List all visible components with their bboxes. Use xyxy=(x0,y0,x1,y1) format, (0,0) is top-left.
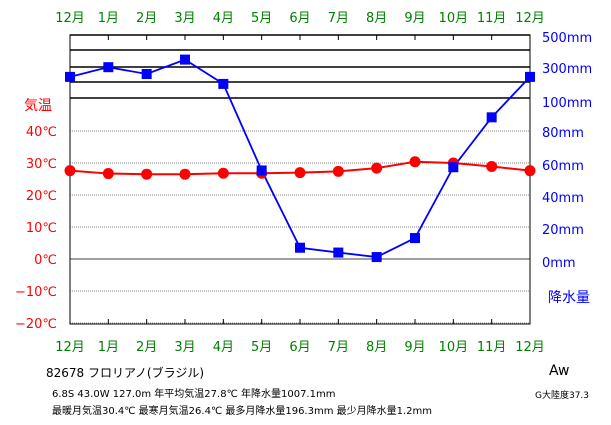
temperature-point xyxy=(409,156,421,168)
station-name: 82678 フロリアノ(ブラジル) xyxy=(46,366,205,380)
month-label-bottom: 12月 xyxy=(55,340,85,355)
precipitation-point xyxy=(141,69,152,79)
month-label-bottom: 12月 xyxy=(515,340,545,355)
temp-tick-label: 0℃ xyxy=(34,253,57,268)
month-label-top: 12月 xyxy=(515,11,545,26)
month-label-bottom: 11月 xyxy=(477,340,507,355)
plot-frame xyxy=(69,34,531,325)
month-label-top: 9月 xyxy=(404,11,425,26)
temperature-point xyxy=(217,167,229,179)
month-label-bottom: 2月 xyxy=(136,340,157,355)
climate-code: Aw xyxy=(549,363,570,379)
station-coords: 6.8S 43.0W 127.0m 年平均気温27.8℃ 年降水量1007.1m… xyxy=(52,389,336,400)
temp-tick-label: 40℃ xyxy=(26,125,57,140)
month-label-bottom: 7月 xyxy=(328,340,349,355)
month-label-top: 10月 xyxy=(439,11,469,26)
month-label-bottom: 9月 xyxy=(404,340,425,355)
precipitation-point xyxy=(448,162,459,173)
precip-tick-label: 100mm xyxy=(542,96,592,111)
month-label-top: 2月 xyxy=(136,11,157,26)
precip-tick-label: 40mm xyxy=(542,191,584,206)
precip-tick-label: 80mm xyxy=(542,126,584,141)
month-label-top: 6月 xyxy=(289,11,310,26)
month-label-bottom: 8月 xyxy=(366,340,387,355)
month-label-bottom: 3月 xyxy=(174,340,195,355)
month-label-top: 3月 xyxy=(174,11,195,26)
temperature-point xyxy=(179,168,191,180)
precipitation-point xyxy=(180,54,190,65)
month-label-top: 11月 xyxy=(477,11,507,26)
continentality-index: G大陸度37.3 xyxy=(535,391,590,401)
temperature-point xyxy=(294,167,306,179)
precipitation-point xyxy=(371,252,382,263)
temp-tick-label: 20℃ xyxy=(26,189,57,204)
station-extremes: 最暖月気温30.4℃ 最寒月気温26.4℃ 最多月降水量196.3mm 最少月降… xyxy=(52,406,433,417)
precipitation-point xyxy=(103,62,114,73)
temp-tick-label: −10℃ xyxy=(15,285,57,300)
precipitation-point xyxy=(525,71,535,82)
month-label-top: 5月 xyxy=(251,11,272,26)
precipitation-point xyxy=(410,233,420,244)
temperature-point xyxy=(524,165,536,177)
temp-tick-label: 30℃ xyxy=(26,157,57,172)
temperature-point xyxy=(371,162,383,174)
temp-axis-label: 気温 xyxy=(24,98,52,114)
temperature-point xyxy=(332,165,344,177)
month-label-bottom: 1月 xyxy=(98,340,119,355)
month-label-top: 4月 xyxy=(213,11,234,26)
month-label-bottom: 6月 xyxy=(289,340,310,355)
precipitation-point xyxy=(486,112,497,123)
month-label-bottom: 4月 xyxy=(213,340,234,355)
temp-tick-label: −20℃ xyxy=(15,317,57,332)
precip-axis-label: 降水量 xyxy=(548,290,590,306)
month-label-top: 1月 xyxy=(98,11,119,26)
month-label-top: 12月 xyxy=(55,11,85,26)
precipitation-point xyxy=(65,71,75,82)
precip-tick-label: 60mm xyxy=(542,159,584,174)
temp-tick-label: 10℃ xyxy=(26,221,57,236)
temperature-point xyxy=(486,161,498,173)
precip-tick-label: 500mm xyxy=(542,31,592,46)
precipitation-point xyxy=(256,165,267,176)
temperature-point xyxy=(102,168,114,180)
precipitation-point xyxy=(218,78,229,89)
temperature-point xyxy=(141,168,153,180)
precip-tick-label: 20mm xyxy=(542,223,584,238)
precip-tick-label: 0mm xyxy=(542,256,576,271)
precipitation-point xyxy=(333,247,344,258)
precip-tick-label: 300mm xyxy=(542,62,592,77)
month-label-top: 7月 xyxy=(328,11,349,26)
precipitation-point xyxy=(295,242,305,253)
temperature-point xyxy=(64,165,76,177)
month-label-bottom: 5月 xyxy=(251,340,272,355)
month-label-bottom: 10月 xyxy=(439,340,469,355)
precipitation-line xyxy=(69,58,531,258)
month-label-top: 8月 xyxy=(366,11,387,26)
